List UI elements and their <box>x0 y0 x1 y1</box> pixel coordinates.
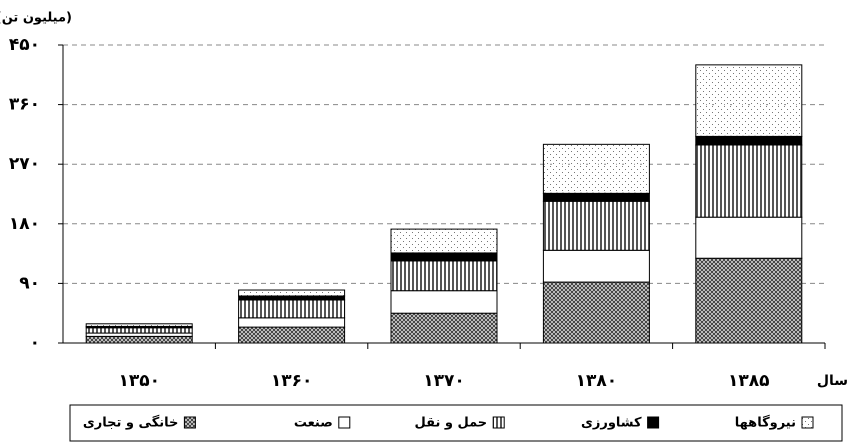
bar-segment <box>695 257 803 344</box>
legend-label: نیروگاهها <box>735 415 796 431</box>
y-tick-label: ۲۷۰ <box>9 154 40 174</box>
bar-segment <box>390 228 498 254</box>
legend-swatch <box>183 416 196 429</box>
y-tick-label: ۳۶۰ <box>9 95 40 115</box>
bar-segment <box>695 216 803 259</box>
x-tick-label: ۱۳۶۰ <box>271 371 313 391</box>
bar-segment <box>542 200 650 251</box>
y-axis-label: (میلیون تن) <box>0 11 72 26</box>
bar-segment <box>238 299 346 319</box>
x-tick-label: ۱۳۷۰ <box>423 371 465 391</box>
x-tick-label: ۱۳۸۵ <box>728 371 770 391</box>
legend-frame <box>69 404 843 442</box>
bar-segment <box>390 260 498 292</box>
bar-segment <box>542 192 650 202</box>
bar-segment <box>695 135 803 146</box>
y-tick-label: ۴۵۰ <box>9 35 40 55</box>
y-tick-label: ۱۸۰ <box>9 214 40 234</box>
bar-segment <box>542 281 650 344</box>
x-axis-label: سال <box>817 373 848 389</box>
bar-segment <box>542 249 650 283</box>
bar-segment <box>390 312 498 344</box>
legend-swatch <box>801 416 814 429</box>
bar-segment <box>238 289 346 297</box>
bar-segment <box>390 290 498 314</box>
legend-label: حمل و نقل <box>415 416 488 431</box>
x-tick-label: ۱۳۵۰ <box>118 371 160 391</box>
legend-label: صنعت <box>294 416 333 431</box>
legend-swatch <box>492 416 505 429</box>
bar-segment <box>85 335 193 344</box>
bar-segment <box>542 143 650 194</box>
bar-segment <box>238 326 346 344</box>
bar-segment <box>85 327 193 334</box>
legend-label: خانگی و تجاری <box>83 415 179 431</box>
y-tick-label: ۰ <box>30 333 40 353</box>
legend-swatch <box>647 416 660 429</box>
bar-segment <box>695 144 803 218</box>
bar-segment <box>238 317 346 328</box>
legend-label: کشاورزی <box>581 416 642 431</box>
bar-segment <box>390 252 498 262</box>
bar-segment <box>238 295 346 301</box>
x-tick-label: ۱۳۸۰ <box>576 371 618 391</box>
y-tick-label: ۹۰ <box>19 273 40 293</box>
legend-swatch <box>338 416 351 429</box>
bar-segment <box>695 64 803 137</box>
bar-segment <box>85 323 193 327</box>
